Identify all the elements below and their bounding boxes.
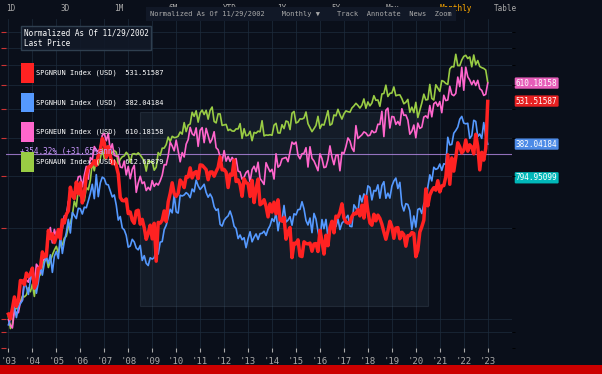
Text: 382.04184: 382.04184 xyxy=(516,140,557,148)
Text: 794.95099: 794.95099 xyxy=(516,173,557,182)
Text: 3D: 3D xyxy=(60,4,69,13)
Bar xyxy=(21,152,34,172)
Bar xyxy=(21,63,34,83)
Text: 531.51587: 531.51587 xyxy=(516,96,557,105)
Text: 610.18158: 610.18158 xyxy=(516,79,557,88)
Text: SPGNAUN Index (USD)  612.63879: SPGNAUN Index (USD) 612.63879 xyxy=(36,159,164,165)
Bar xyxy=(140,112,428,306)
Text: Normalized As Of 11/29/2002    Monthly ▼    Track  Annotate  News  Zoom: Normalized As Of 11/29/2002 Monthly ▼ Tr… xyxy=(150,11,452,17)
Text: 1D: 1D xyxy=(6,4,15,13)
Text: SPGNHUN Index (USD)  382.04184: SPGNHUN Index (USD) 382.04184 xyxy=(36,99,164,106)
Text: 5Y: 5Y xyxy=(331,4,340,13)
Text: Normalized As Of 11/29/2002
Last Price: Normalized As Of 11/29/2002 Last Price xyxy=(23,28,149,48)
Text: +354.32% (+31.65%ann.): +354.32% (+31.65%ann.) xyxy=(20,147,122,156)
Text: SPGNRUN Index (USD)  531.51587: SPGNRUN Index (USD) 531.51587 xyxy=(36,70,164,76)
Text: Table: Table xyxy=(494,4,517,13)
Text: Monthly: Monthly xyxy=(439,4,472,13)
Bar xyxy=(21,93,34,113)
Text: 1Y: 1Y xyxy=(277,4,286,13)
Text: YTD: YTD xyxy=(223,4,237,13)
Text: Max: Max xyxy=(385,4,399,13)
Bar xyxy=(21,122,34,142)
Text: SPGNEUN Index (USD)  610.18158: SPGNEUN Index (USD) 610.18158 xyxy=(36,129,164,135)
Text: 6M: 6M xyxy=(169,4,178,13)
Text: 1M: 1M xyxy=(114,4,123,13)
